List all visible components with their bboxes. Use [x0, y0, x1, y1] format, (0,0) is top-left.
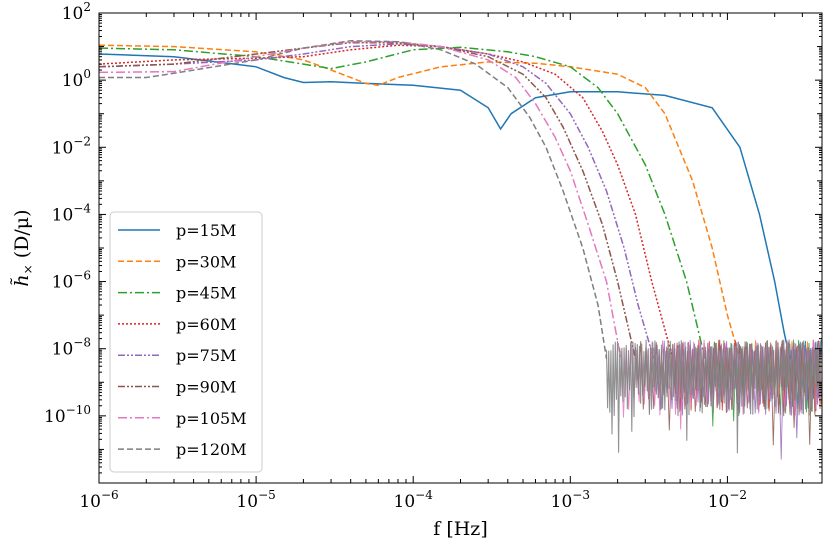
y-axis-title-symbol: h̃: [10, 274, 33, 286]
legend-label-3: p=45M: [176, 284, 236, 303]
legend-label-5: p=75M: [176, 346, 236, 365]
series-layer: [99, 39, 822, 460]
y-tick-label-4: 10−4: [52, 201, 92, 225]
legend-label-2: p=30M: [176, 252, 236, 271]
y-axis-title-units: (D/μ): [11, 209, 33, 258]
series-noise-8: [605, 339, 822, 454]
legend-box: [109, 211, 263, 473]
legend-label-7: p=105M: [176, 409, 247, 428]
x-tick-label-5: 10−2: [708, 488, 747, 512]
series-line-8: [99, 39, 608, 359]
axis-layer: 10−6 10−5 10−4 10−3 10−2 102 100 10−2 10−4 10−6 10…: [44, 0, 823, 512]
series-line-2: [99, 44, 741, 360]
y-tick-label-1: 102: [62, 0, 91, 24]
series-line-4: [99, 44, 674, 359]
legend-label-4: p=60M: [176, 315, 236, 334]
series-line-6: [99, 41, 637, 359]
y-tick-label-5: 10−6: [52, 269, 91, 293]
legend-label-1: p=15M: [176, 221, 236, 240]
x-tick-label-4: 10−3: [551, 488, 590, 512]
x-tick-label-2: 10−5: [236, 488, 275, 512]
legend-label-8: p=120M: [176, 440, 247, 459]
series-line-1: [99, 53, 791, 359]
legend: p=15M p=30M p=45M p=60M p=75M p=90M p=105M p=12…: [109, 211, 263, 473]
legend-label-6: p=90M: [176, 378, 236, 397]
x-tick-label-1: 10−6: [79, 488, 118, 512]
y-tick-label-2: 100: [62, 67, 91, 91]
series-line-3: [99, 46, 706, 359]
y-axis-title-subscript: ×: [21, 264, 35, 274]
y-axis-title: h̃× (D/μ): [10, 209, 35, 286]
y-tick-label-6: 10−8: [52, 336, 91, 360]
series-line-7: [99, 40, 622, 359]
y-tick-label-3: 10−2: [52, 134, 91, 158]
x-axis-title: f [Hz]: [433, 518, 487, 540]
series-line-5: [99, 43, 655, 360]
y-tick-label-7: 10−10: [44, 403, 91, 427]
x-tick-label-3: 10−4: [394, 488, 434, 512]
